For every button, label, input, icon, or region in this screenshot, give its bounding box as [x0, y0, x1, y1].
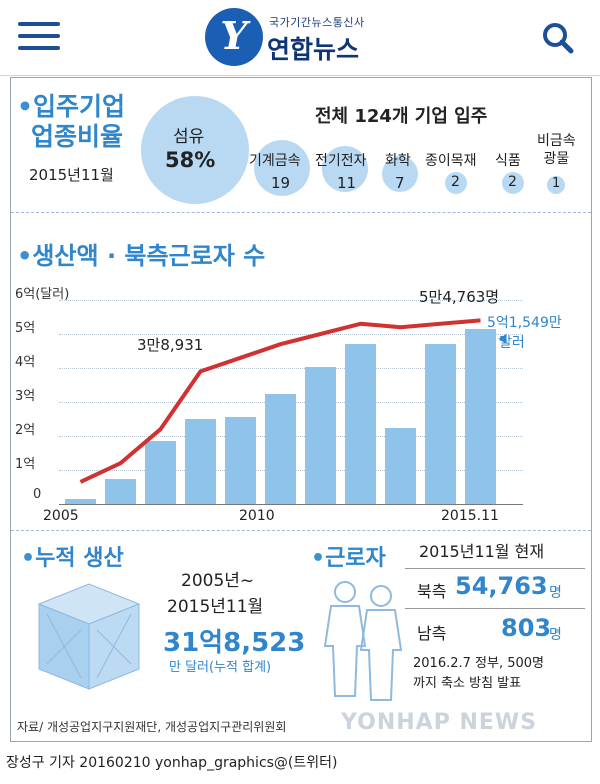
south-value: 803: [501, 614, 552, 642]
x-tick-2015: 2015.11: [441, 508, 499, 524]
x-tick-2005: 2005: [43, 508, 79, 524]
production-bar-2012: [345, 344, 376, 504]
gridline: [59, 334, 523, 335]
byline: 장성구 기자 20160210 yonhap_graphics@(트위터): [6, 755, 338, 771]
x-tick-2010: 2010: [239, 508, 275, 524]
y-tick-4: 4억: [15, 355, 36, 370]
y-tick-1: 1억: [15, 457, 36, 472]
bubble-electronics: [322, 146, 368, 192]
production-bar-2015.11: [465, 328, 496, 504]
bubble-mineral: [547, 176, 565, 194]
production-bar-2010: [265, 394, 296, 504]
south-unit: 명: [549, 627, 562, 643]
search-icon[interactable]: [540, 20, 576, 56]
production-pointer-icon: [498, 333, 507, 344]
production-bar-2008: [185, 418, 216, 504]
north-value: 54,763: [455, 572, 548, 600]
source-note: 자료/ 개성공업지구지원재단, 개성공업지구관리위원회: [17, 720, 287, 734]
production-bar-2013: [385, 427, 416, 504]
note-line2: 까지 축소 방침 발표: [413, 676, 522, 691]
textile-label: 섬유: [173, 127, 205, 147]
period-end: 2015년11월: [167, 597, 264, 617]
section-cumulative-title: •누적 생산: [21, 546, 124, 571]
label-electronics: 전기전자: [315, 153, 367, 169]
y-tick-2: 2억: [15, 423, 36, 438]
value-chemical: 7: [395, 174, 405, 192]
bubble-machinery: [254, 140, 310, 196]
production-bar-2005: [65, 498, 96, 504]
industry-date: 2015년11월: [29, 166, 114, 184]
brand-subtitle: 국가기간뉴스통신사: [269, 16, 365, 29]
yonhap-logo[interactable]: Y 국가기간뉴스통신사 연합뉴스: [205, 6, 405, 66]
workers-line: [79, 318, 481, 484]
logo-mark: Y: [205, 8, 263, 66]
value-mineral: 1: [552, 176, 561, 191]
divider: [11, 530, 591, 531]
value-food: 2: [508, 174, 517, 190]
y-tick-6: 6억(달러): [15, 287, 70, 302]
watermark: YONHAP NEWS: [341, 710, 538, 735]
gridline: [59, 368, 523, 369]
production-bar-2006: [105, 478, 136, 504]
value-machinery: 19: [271, 174, 291, 192]
label-paper: 종이목재: [425, 153, 477, 169]
label-machinery: 기계금속: [249, 153, 301, 169]
menu-icon[interactable]: [18, 22, 60, 52]
cumulative-unit: 만 달러(누적 합계): [169, 660, 272, 675]
label-food: 식품: [495, 153, 521, 169]
production-bar-2014: [425, 344, 456, 504]
period-start: 2005년~: [181, 571, 255, 591]
infographic: •입주기업 업종비율 2015년11월 섬유 58% 전체 124개 기업 입주…: [10, 77, 592, 742]
textile-value: 58%: [165, 148, 216, 172]
annotation-2008: 3만8,931: [137, 336, 204, 354]
gridline: [59, 300, 523, 301]
south-label: 남측: [417, 624, 447, 643]
y-tick-3: 3억: [15, 389, 36, 404]
section-workers-title: •근로자: [311, 546, 386, 571]
annotation-2015-production: 5억1,549만 달러: [487, 315, 562, 351]
bubble-paper: [445, 172, 467, 194]
divider: [405, 568, 585, 569]
x-axis: [59, 504, 523, 505]
label-mineral: 비금속 광물: [537, 133, 576, 167]
total-companies: 전체 124개 기업 입주: [315, 106, 488, 127]
north-label: 북측: [417, 582, 447, 601]
section-production-title: •생산액 · 북측근로자 수: [17, 242, 266, 270]
section-industry-title: •입주기업 업종비율: [17, 92, 125, 151]
annotation-2015-workers: 5만4,763명: [419, 288, 500, 306]
note-line1: 2016.2.7 정부, 500명: [413, 656, 544, 671]
value-paper: 2: [451, 174, 460, 190]
workers-line-chart: [79, 318, 507, 484]
production-bar-2011: [305, 367, 336, 504]
workers-date: 2015년11월 현재: [419, 542, 545, 561]
divider: [405, 608, 585, 609]
cumulative-amount: 31억8,523: [163, 628, 306, 658]
north-unit: 명: [549, 585, 562, 601]
y-tick-0: 0: [33, 487, 42, 502]
production-bar-2007: [145, 441, 176, 504]
value-electronics: 11: [337, 174, 357, 192]
label-chemical: 화학: [385, 153, 411, 169]
divider: [11, 212, 591, 213]
y-tick-5: 5억: [15, 321, 36, 336]
app-header: Y 국가기간뉴스통신사 연합뉴스: [0, 0, 600, 76]
bubble-food: [502, 172, 524, 194]
production-bar-2009: [225, 416, 256, 504]
textile-bubble: [141, 96, 249, 204]
bubble-chemical: [382, 156, 418, 192]
workers-icon: [323, 581, 403, 701]
brand-name: 연합뉴스: [267, 35, 360, 64]
box-icon: [37, 583, 141, 690]
